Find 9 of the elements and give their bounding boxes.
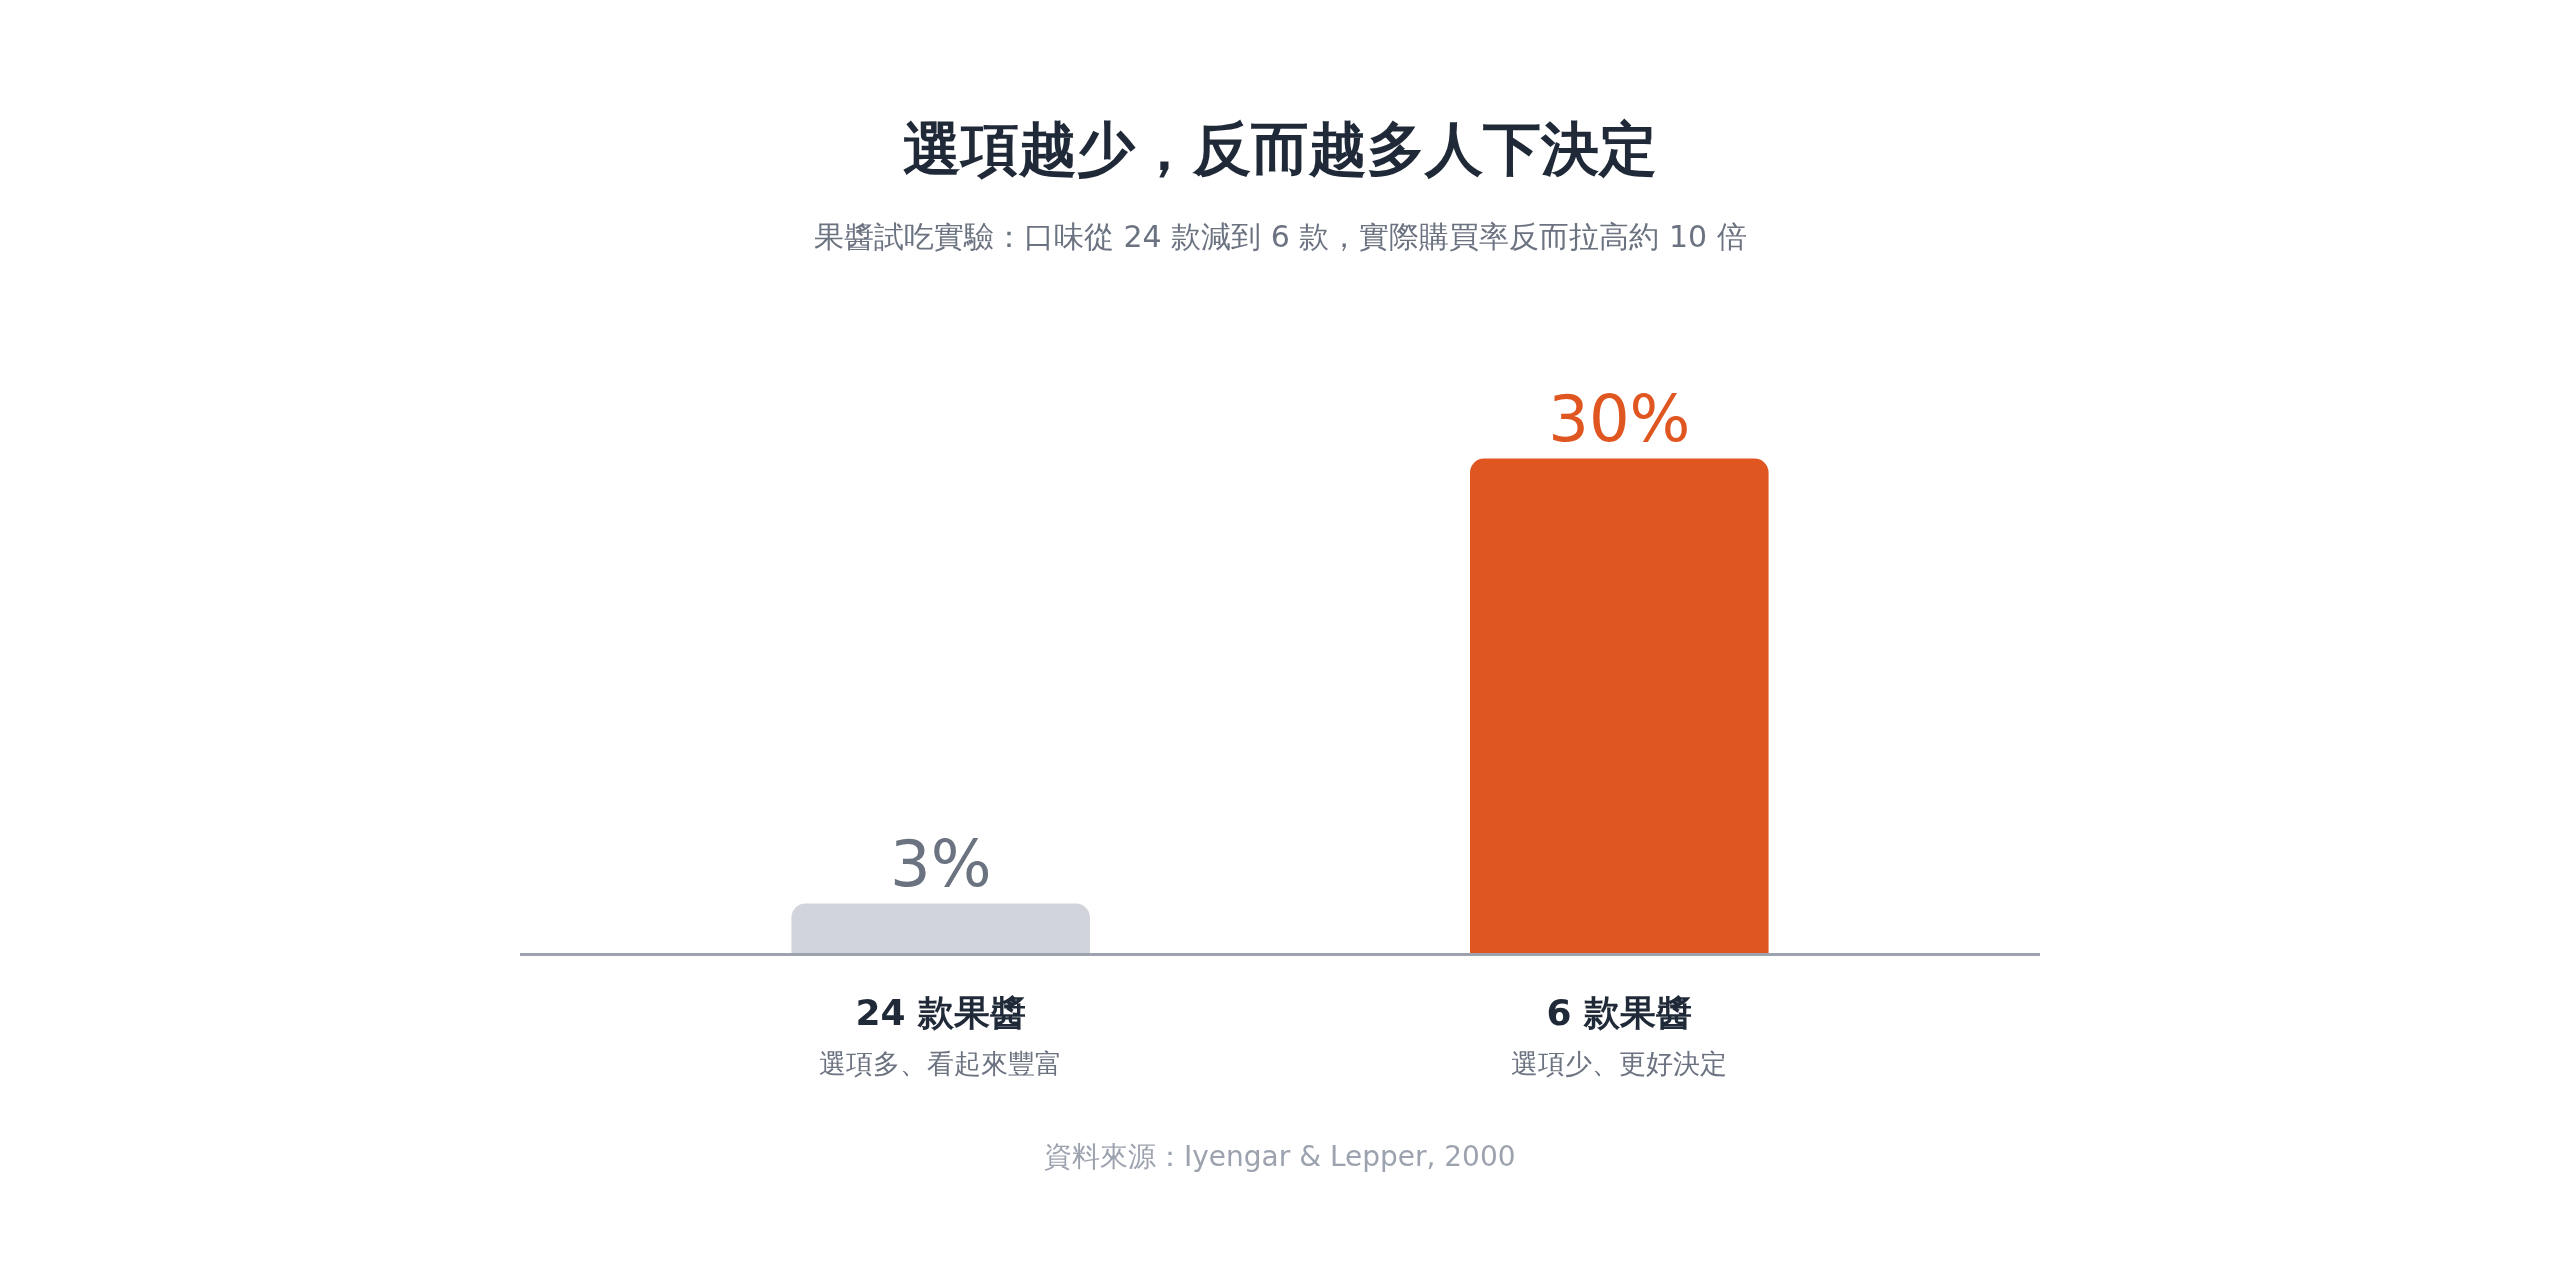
text: 選項多、看起來豐富 bbox=[819, 1048, 1062, 1079]
x-tick-label: 24 款果醬 bbox=[855, 992, 1027, 1034]
text: 選項少、更好決定 bbox=[1511, 1048, 1727, 1079]
source-note: 資料來源：Iyengar & Lepper, 2000 bbox=[1044, 1140, 1516, 1173]
chart-subtitle: 果醬試吃實驗：口味從 24 款減到 6 款，實際購買率反而拉高約 10 倍 bbox=[814, 219, 1747, 254]
chart-title: 選項越少，反而越多人下決定 bbox=[903, 115, 1657, 183]
data-label: 3% bbox=[889, 826, 992, 901]
data-label: 30% bbox=[1548, 381, 1691, 456]
x-tick-label: 6 款果醬 bbox=[1546, 992, 1693, 1034]
